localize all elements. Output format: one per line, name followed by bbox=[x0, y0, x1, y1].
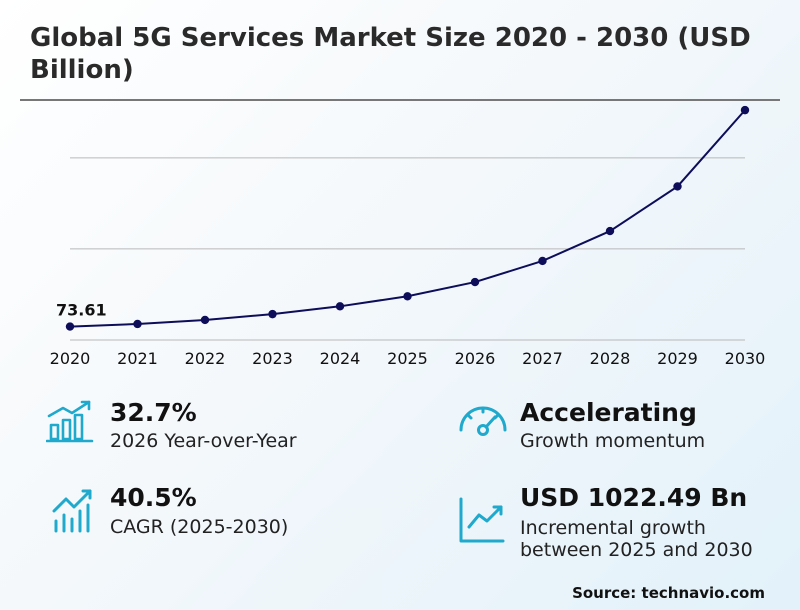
stat-momentum-value: Accelerating bbox=[520, 398, 697, 427]
data-labels: 73.61 bbox=[56, 301, 107, 320]
stat-momentum-label: Growth momentum bbox=[520, 430, 706, 452]
stat-cagr-value: 40.5% bbox=[110, 483, 197, 512]
x-tick-label-2021: 2021 bbox=[117, 349, 158, 368]
data-point-2026 bbox=[470, 277, 480, 287]
line-chart-icon bbox=[459, 497, 505, 543]
data-point-2025 bbox=[403, 292, 412, 301]
data-point-2024 bbox=[335, 302, 345, 311]
stat-incremental-label: Incremental growth between 2025 and 2030 bbox=[520, 517, 753, 561]
gridlines bbox=[70, 157, 745, 341]
x-tick-label-2022: 2022 bbox=[185, 349, 226, 368]
stat-yoy-label: 2026 Year-over-Year bbox=[110, 430, 297, 452]
x-tick-label-2028: 2028 bbox=[590, 349, 631, 368]
line-chart: 2020 2021 2022 2023 2024 2025 2026 2027 2028 2029… bbox=[50, 105, 766, 368]
x-tick-label-2027: 2027 bbox=[522, 349, 563, 368]
stat-yoy-value: 32.7% bbox=[110, 398, 197, 427]
x-tick-label-2030: 2030 bbox=[725, 349, 766, 368]
data-label-2020: 73.61 bbox=[56, 301, 107, 320]
x-tick-label-2025: 2025 bbox=[387, 349, 428, 368]
data-point-2021 bbox=[133, 319, 142, 329]
speedometer-icon bbox=[459, 406, 507, 436]
data-point-2022 bbox=[200, 315, 210, 325]
data-point-2029 bbox=[673, 182, 682, 191]
source-note: Source: technavio.com bbox=[572, 584, 765, 602]
x-axis: 2020 2021 2022 2023 2024 2025 2026 2027 2028 2029… bbox=[50, 349, 766, 368]
data-point-2028 bbox=[605, 226, 615, 236]
data-point-2030 bbox=[740, 105, 750, 115]
x-tick-label-2023: 2023 bbox=[252, 349, 293, 368]
stat-incremental-value: USD 1022.49 Bn bbox=[520, 483, 748, 512]
x-tick-label-2020: 2020 bbox=[50, 349, 91, 368]
x-tick-label-2029: 2029 bbox=[657, 349, 698, 368]
title-divider bbox=[20, 99, 780, 101]
data-point-2027 bbox=[538, 256, 547, 266]
x-tick-label-2024: 2024 bbox=[320, 349, 361, 368]
data-point-2020 bbox=[65, 322, 75, 331]
chart-title: Global 5G Services Market Size 2020 - 20… bbox=[30, 23, 751, 85]
stat-cagr-label: CAGR (2025-2030) bbox=[110, 516, 289, 538]
bar-growth-icon bbox=[46, 400, 94, 443]
x-tick-label-2026: 2026 bbox=[455, 349, 496, 368]
trend-bars-icon bbox=[52, 489, 92, 533]
data-point-2023 bbox=[268, 309, 277, 319]
series-line-group bbox=[65, 105, 750, 331]
